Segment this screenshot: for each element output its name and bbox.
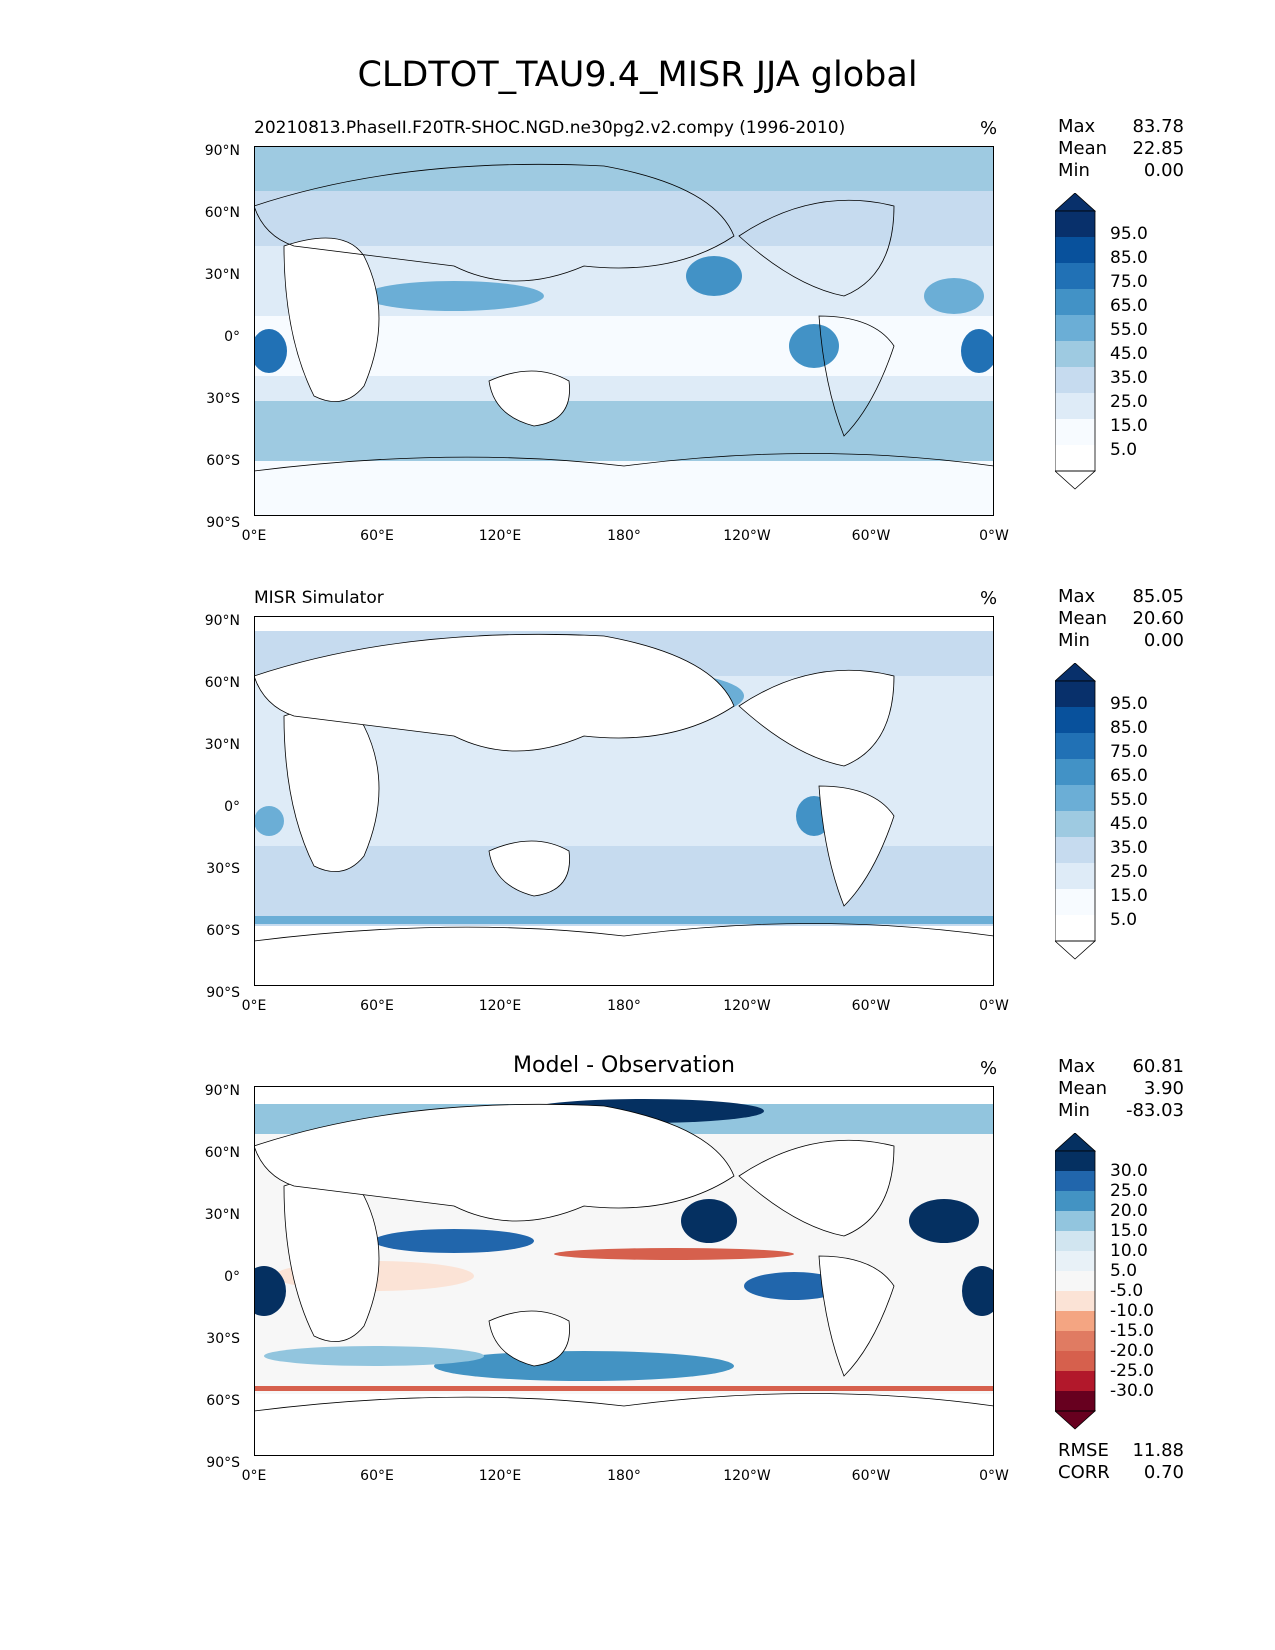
bottom-stats-box: RMSE 11.88 CORR 0.70 [1058,1440,1184,1483]
north-america [738,669,895,767]
antarctica-coast [254,453,994,472]
arctic-cloud-band [254,146,994,191]
southern-ocean-cloud-band [254,401,994,461]
south-america [818,1255,895,1377]
panel-title: MISR Simulator [254,588,384,608]
map-observation [254,616,994,986]
stats-box: Max 60.81 Mean 3.90 Min -83.03 [1058,1056,1184,1121]
figure-title: CLDTOT_TAU9.4_MISR JJA global [357,55,918,95]
stats-box: Max 83.78 Mean 22.85 Min 0.00 [1058,116,1184,181]
colorbar [1055,663,1097,960]
eurasia [254,633,735,752]
south-america [818,315,895,437]
north-america [738,1139,895,1237]
colorbar [1055,193,1097,490]
panel-title: 20210813.PhaseII.F20TR-SHOC.NGD.ne30pg2.… [254,118,846,138]
map-model [254,146,994,516]
units-label: % [980,1058,998,1079]
australia [488,840,570,897]
cloud-patch [686,256,742,296]
africa [283,237,380,403]
units-label: % [980,118,998,139]
colorbar [1055,1133,1097,1430]
stats-box: Max 85.05 Mean 20.60 Min 0.00 [1058,586,1184,651]
antarctica-coast [254,923,994,942]
panel-title: Model - Observation [513,1053,735,1078]
eurasia [254,1103,735,1222]
antarctica-coast [254,1393,994,1412]
south-america [818,785,895,907]
north-america [738,199,895,297]
antarctica [254,461,994,516]
australia [488,370,570,427]
units-label: % [980,588,998,609]
eurasia [254,163,735,282]
australia [488,1310,570,1367]
map-difference [254,1086,994,1456]
